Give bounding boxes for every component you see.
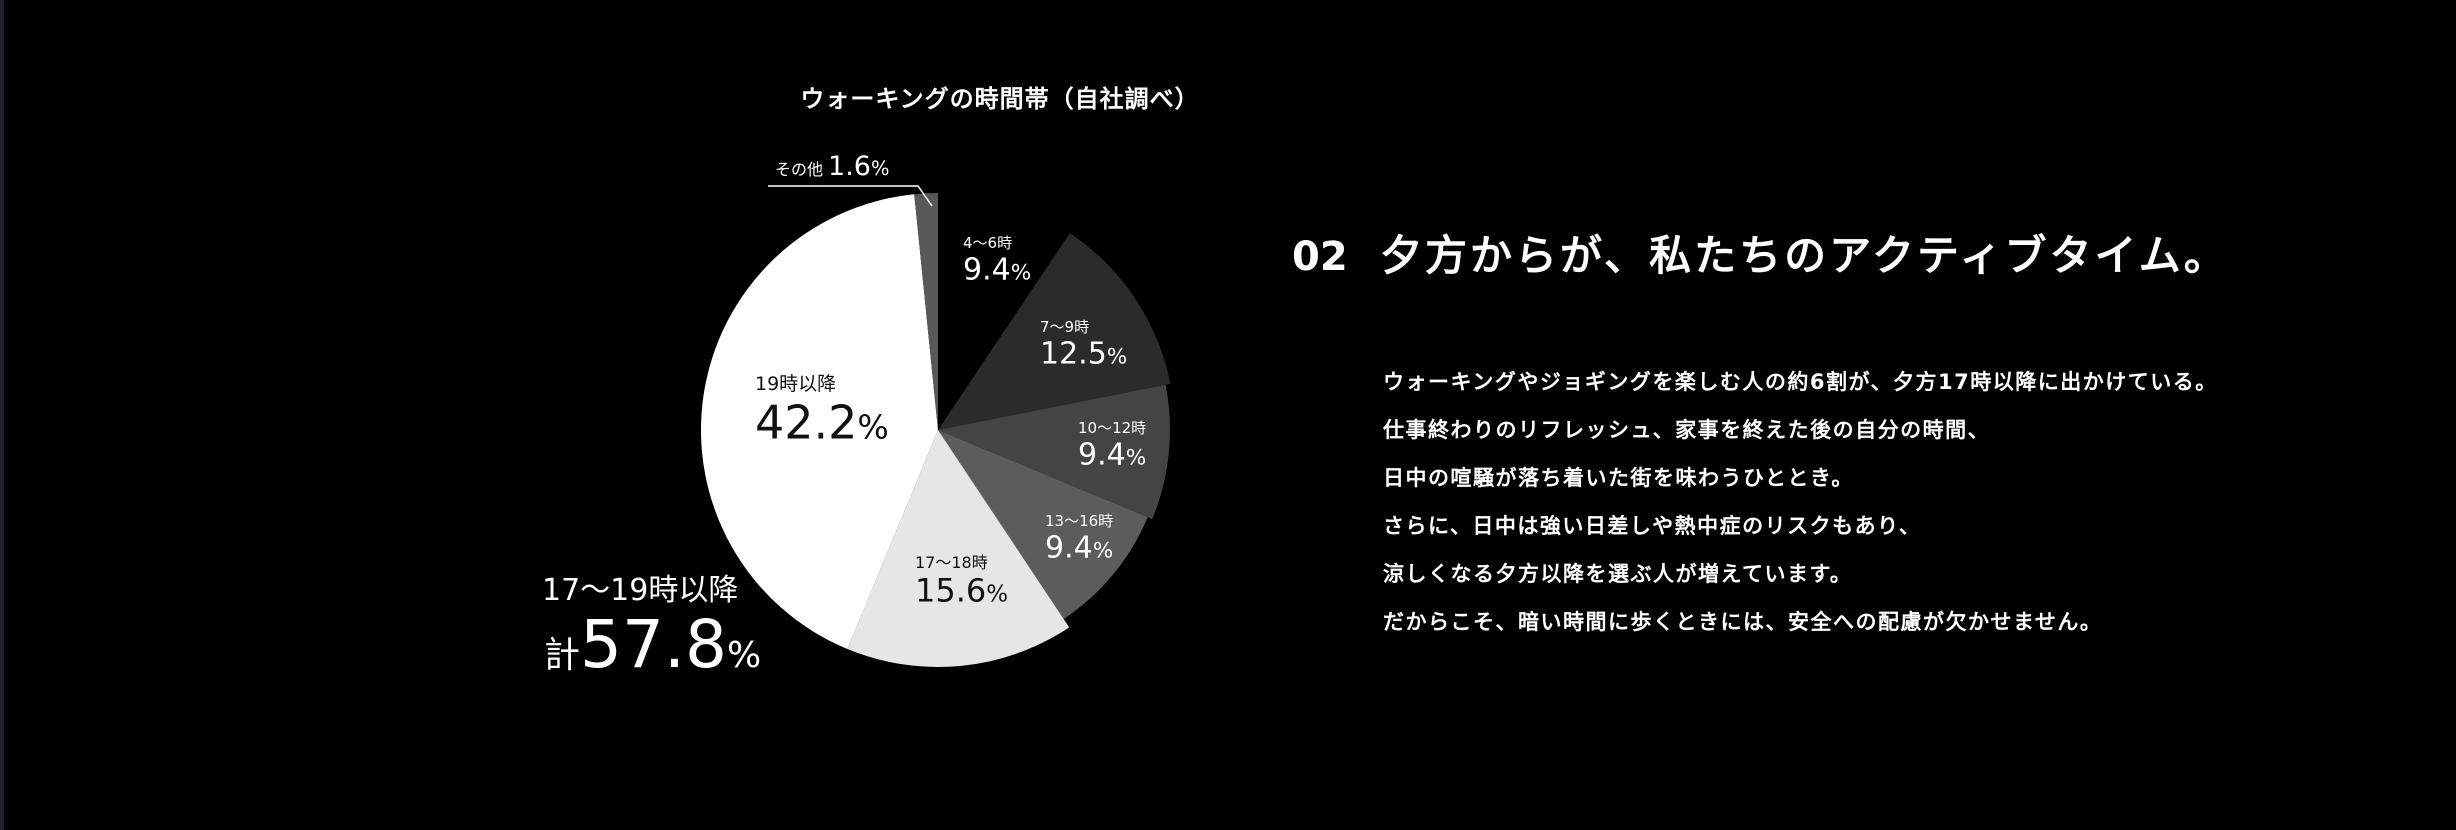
section-number: 02	[1292, 234, 1348, 280]
left-edge-strip	[0, 0, 4, 830]
leader-line	[768, 185, 933, 207]
body-line: 仕事終わりのリフレッシュ、家事を終えた後の自分の時間、	[1383, 418, 1991, 442]
pie-slice	[938, 430, 1148, 620]
slice-label: 7〜9時 12.5%	[1040, 318, 1127, 372]
slice-label: 17〜18時 15.6%	[915, 553, 1008, 610]
body-line: ウォーキングやジョギングを楽しむ人の約6割が、夕方17時以降に出かけている。	[1383, 370, 2218, 394]
callout-value: 57.8	[580, 606, 727, 683]
callout-unit: %	[727, 635, 761, 676]
pie-labels: 4〜6時 9.4%7〜9時 12.5% 10〜12時 9.4% 13〜16時 9.4% 17〜…	[755, 151, 1146, 610]
slice-label: 4〜6時 9.4%	[963, 234, 1031, 288]
section-heading: 02 夕方からが、私たちのアクティブタイム。	[1292, 222, 2392, 283]
chart-title: ウォーキングの時間帯（自社調べ）	[800, 85, 1199, 113]
callout-prefix: 計	[544, 635, 580, 676]
section-title: 夕方からが、私たちのアクティブタイム。	[1380, 231, 2229, 280]
body-line: さらに、日中は強い日差しや熱中症のリスクもあり、	[1383, 514, 1922, 538]
pie-slice	[938, 233, 1171, 430]
section-02: 02 夕方からが、私たちのアクティブタイム。 ウォーキングやジョギングを楽しむ人…	[1292, 222, 2392, 634]
pie-slices	[700, 192, 1171, 668]
slice-label: その他 1.6%	[775, 151, 889, 182]
pie-slice	[700, 194, 938, 649]
total-callout: 17〜19時以降 計57.8%	[542, 573, 761, 683]
callout-total: 計57.8%	[544, 606, 761, 683]
pie-slice	[938, 384, 1171, 520]
callout-range-label: 17〜19時以降	[542, 573, 738, 608]
body-line: 日中の喧騒が落ち着いた街を味わうひととき。	[1383, 466, 1854, 490]
pie-slice	[914, 192, 938, 430]
body-line: 涼しくなる夕方以降を選ぶ人が増えています。	[1383, 562, 1853, 586]
section-body: ウォーキングやジョギングを楽しむ人の約6割が、夕方17時以降に出かけている。 仕…	[1383, 358, 2218, 646]
slice-label: 13〜16時 9.4%	[1045, 512, 1113, 566]
pie-slice	[938, 193, 1070, 430]
slice-label: 10〜12時 9.4%	[1078, 419, 1146, 473]
body-line: だからこそ、暗い時間に歩くときには、安全への配慮が欠かせません。	[1383, 610, 2103, 634]
slice-label: 19時以降 42.2%	[755, 373, 889, 449]
pie-slice	[847, 430, 1070, 668]
